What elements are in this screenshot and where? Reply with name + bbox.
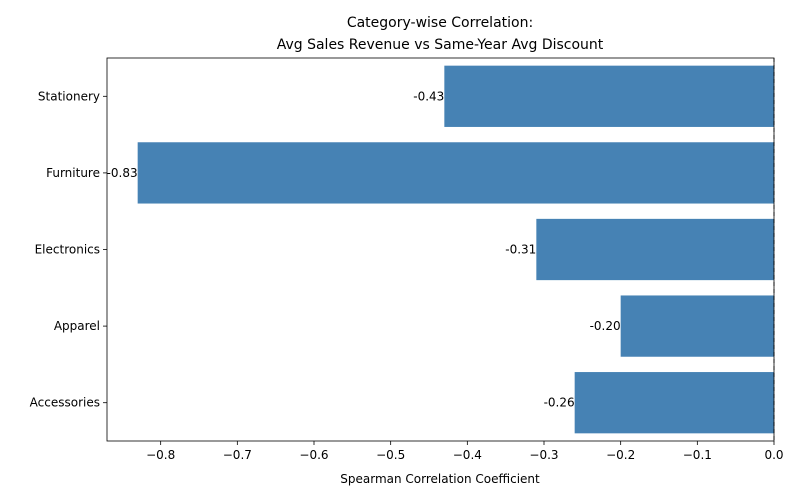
bar-apparel [620, 295, 774, 357]
data-label-furniture: -0.83 [107, 166, 138, 180]
bar-stationery [444, 65, 774, 127]
x-axis-label: Spearman Correlation Coefficient [340, 472, 540, 486]
y-tick-label-electronics: Electronics [35, 243, 100, 257]
plot-area: Accessories -0.26 Apparel -0.20 Electronics -… [30, 57, 784, 462]
x-tick-label: −0.1 [683, 448, 712, 462]
bar-electronics [536, 218, 774, 281]
data-label-stationery: -0.43 [413, 89, 444, 103]
y-tick-label-accessories: Accessories [30, 396, 100, 410]
data-label-electronics: -0.31 [505, 243, 536, 257]
y-tick-label-furniture: Furniture [46, 166, 100, 180]
x-tick-label: −0.7 [223, 448, 252, 462]
y-tick-label-apparel: Apparel [54, 319, 100, 333]
x-tick-label: −0.6 [299, 448, 328, 462]
x-tick-label: 0.0 [764, 448, 783, 462]
x-tick-label: −0.4 [453, 448, 482, 462]
data-label-accessories: -0.26 [544, 396, 575, 410]
x-tick-label: −0.8 [146, 448, 175, 462]
data-label-apparel: -0.20 [590, 319, 621, 333]
axes-frame [106, 57, 775, 442]
bar-accessories [574, 372, 774, 434]
x-tick-label: −0.5 [376, 448, 405, 462]
x-tick-label: −0.2 [606, 448, 635, 462]
y-tick-label-stationery: Stationery [38, 89, 100, 103]
x-tick-label: −0.3 [529, 448, 558, 462]
chart-title-line-2: Avg Sales Revenue vs Same-Year Avg Disco… [277, 37, 604, 53]
bar-furniture [137, 142, 774, 204]
chart-title-line-1: Category-wise Correlation: [347, 15, 533, 31]
